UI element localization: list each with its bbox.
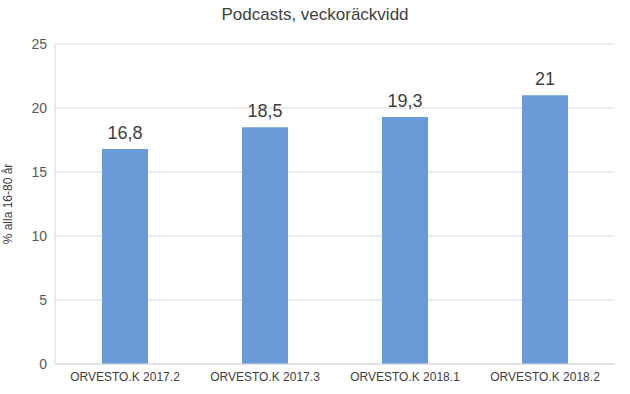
svg-text:ORVESTO.K 2017.2: ORVESTO.K 2017.2 [70,370,180,384]
svg-text:ORVESTO.K 2018.2: ORVESTO.K 2018.2 [490,370,600,384]
svg-text:20: 20 [31,100,47,116]
svg-text:0: 0 [39,356,47,372]
svg-text:19,3: 19,3 [387,91,422,111]
svg-text:18,5: 18,5 [247,101,282,121]
svg-text:21: 21 [535,69,555,89]
svg-text:ORVESTO.K 2017.3: ORVESTO.K 2017.3 [210,370,320,384]
html-text:Podcasts, veckoräckvidd: Podcasts, veckoräckvidd [221,5,409,24]
svg-text:ORVESTO.K 2018.1: ORVESTO.K 2018.1 [350,370,460,384]
svg-text:25: 25 [31,36,47,52]
svg-text:15: 15 [31,164,47,180]
svg-text:16,8: 16,8 [107,123,142,143]
svg-text:10: 10 [31,228,47,244]
svg-text:5: 5 [39,292,47,308]
svg-text:% alla 16-80 år: % alla 16-80 år [8,164,15,245]
